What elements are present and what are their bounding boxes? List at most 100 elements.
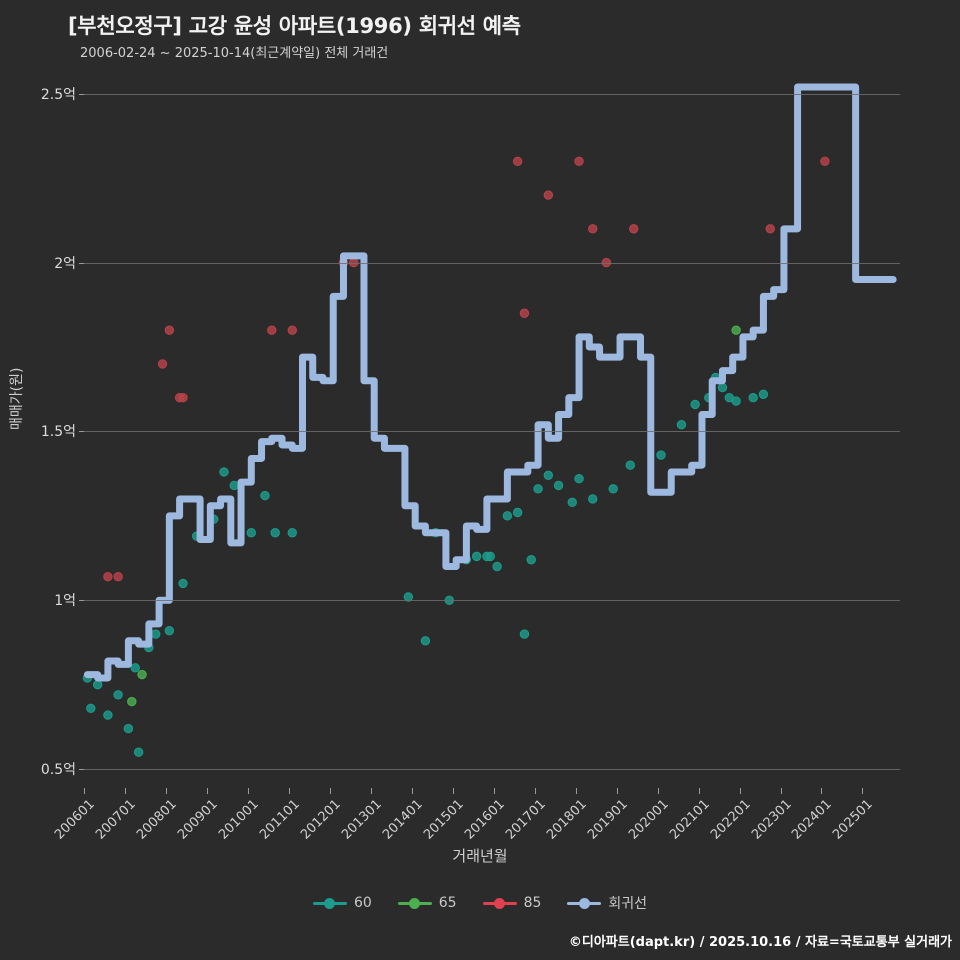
x-tick-mark (247, 788, 249, 794)
x-tick-label: 201201 (297, 796, 344, 843)
data-point (485, 551, 495, 562)
data-point (765, 224, 775, 234)
x-tick-label: 202501 (830, 796, 877, 843)
x-tick-label: 201901 (584, 796, 631, 843)
data-point (246, 528, 256, 538)
x-tick-label: 201601 (461, 796, 508, 843)
data-point (420, 636, 431, 646)
x-axis: 200601 200701 200801 200901 201001 201101 2012… (52, 788, 900, 848)
legend-marker-icon (409, 897, 421, 909)
data-point (219, 467, 229, 477)
data-point (130, 663, 140, 673)
y-gridline (84, 769, 900, 771)
scatter-series-65 (127, 325, 741, 707)
y-tick-label: 2억 (54, 255, 76, 272)
x-tick-mark (657, 788, 659, 794)
data-point (543, 190, 554, 200)
data-point (287, 528, 297, 538)
data-point (471, 551, 482, 562)
legend-swatch-icon (397, 897, 432, 909)
chart-canvas (82, 83, 897, 757)
x-tick-mark (739, 788, 741, 794)
legend-item-60[interactable]: 60 (312, 895, 372, 911)
data-point (676, 419, 687, 430)
data-point (656, 450, 666, 460)
data-point (260, 490, 270, 501)
data-point (157, 359, 168, 369)
data-point (574, 156, 584, 167)
y-tick-mark (79, 262, 84, 264)
x-tick-mark (780, 788, 782, 794)
legend-marker-icon (324, 897, 336, 909)
data-point (820, 156, 830, 167)
x-tick-label: 200801 (133, 796, 180, 843)
data-point (543, 470, 554, 481)
y-tick-label: 1.5억 (40, 424, 76, 441)
x-tick-label: 200701 (93, 796, 139, 843)
data-point (567, 497, 577, 508)
x-axis-title: 거래년월 (452, 847, 508, 865)
data-point (512, 507, 523, 518)
legend-swatch-icon (482, 897, 517, 909)
x-tick-label: 200901 (174, 796, 221, 843)
legend-marker-icon (494, 897, 506, 909)
x-tick-label: 200601 (52, 796, 98, 843)
y-gridline (84, 262, 900, 264)
data-point (113, 690, 123, 700)
x-tick-label: 201301 (338, 796, 385, 843)
data-point (588, 224, 598, 234)
y-gridline (84, 93, 900, 95)
data-point (270, 528, 280, 538)
legend-marker-icon (578, 897, 590, 909)
x-tick-mark (698, 788, 700, 794)
plot-area: 2.5억 2억 1.5억 1억 0.5억 (41, 60, 900, 786)
data-point (717, 382, 728, 393)
data-point (133, 747, 144, 757)
y-tick-label: 0.5억 (40, 762, 76, 779)
legend-label: 회귀선 (608, 896, 648, 912)
data-point (267, 325, 277, 335)
x-tick-mark (165, 788, 167, 794)
x-tick-mark (821, 788, 823, 794)
legend-item-85[interactable]: 85 (482, 895, 542, 911)
data-point (287, 325, 297, 335)
x-tick-label: 202301 (748, 796, 795, 843)
y-tick-mark (79, 769, 84, 771)
data-point (512, 156, 523, 167)
data-point (519, 308, 530, 318)
footer-credit: ©디아파트(dapt.kr) / 2025.10.16 / 자료=국토교통부 실… (568, 935, 952, 950)
legend-item-회귀선[interactable]: 회귀선 (567, 893, 647, 913)
x-tick-mark (329, 788, 331, 794)
page-title: [부천오정구] 고강 윤성 아파트(1996) 회귀선 예측 (68, 14, 521, 38)
regression-line (83, 83, 897, 682)
x-tick-mark (84, 788, 85, 794)
y-tick-mark (79, 93, 84, 95)
x-tick-mark (452, 788, 454, 794)
y-tick-mark (79, 600, 84, 602)
data-point (92, 679, 103, 690)
y-tick-label: 1억 (54, 593, 76, 610)
x-tick-label: 201801 (543, 796, 590, 843)
x-tick-mark (411, 788, 413, 794)
y-tick-label: 2.5억 (40, 86, 76, 103)
data-point (103, 571, 113, 582)
data-point (502, 511, 513, 521)
data-point (127, 696, 137, 707)
data-point (519, 629, 530, 639)
data-point (526, 555, 536, 565)
legend-swatch-icon (567, 897, 602, 909)
legend-label: 85 (523, 895, 542, 911)
data-point (492, 561, 502, 572)
data-point (150, 629, 161, 639)
legend-item-65[interactable]: 65 (397, 895, 457, 911)
x-tick-label: 201101 (256, 796, 303, 843)
data-point (625, 460, 635, 470)
data-point (533, 484, 543, 494)
legend-label: 60 (353, 895, 372, 911)
x-tick-mark (206, 788, 208, 794)
data-point (86, 703, 96, 714)
x-tick-label: 202201 (707, 796, 754, 843)
x-tick-mark (534, 788, 536, 794)
x-tick-label: 202101 (666, 796, 713, 843)
